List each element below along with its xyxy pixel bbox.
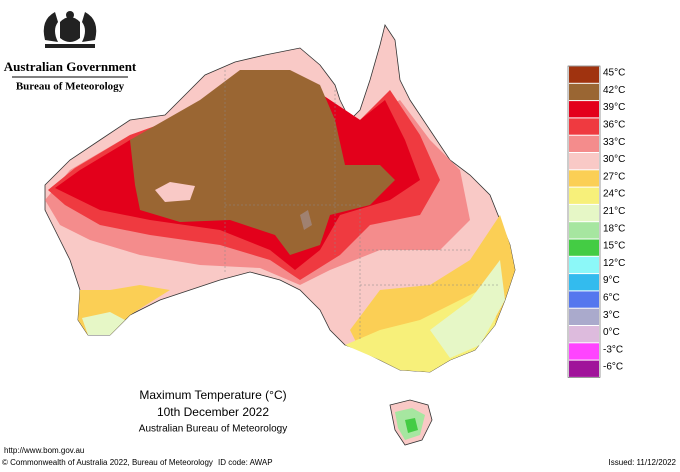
legend-label: -6°C xyxy=(603,362,623,373)
legend-swatch xyxy=(569,274,599,291)
legend-label: 6°C xyxy=(603,293,620,304)
legend-swatch xyxy=(569,83,599,101)
legend-frame xyxy=(567,65,601,378)
australia-map xyxy=(44,24,516,446)
legend-swatch xyxy=(569,343,599,360)
footer-url[interactable]: http://www.bom.gov.au xyxy=(4,446,84,455)
legend-label: 27°C xyxy=(603,171,625,182)
legend-swatch xyxy=(569,204,599,222)
legend-swatch xyxy=(569,326,599,343)
footer-id: ID code: AWAP xyxy=(218,458,273,467)
caption-source: Australian Bureau of Meteorology xyxy=(139,424,287,435)
legend-swatch xyxy=(569,360,599,377)
legend-label: 9°C xyxy=(603,275,620,286)
crest xyxy=(43,11,97,48)
footer-copyright: © Commonwealth of Australia 2022, Bureau… xyxy=(2,458,213,467)
caption-date: 10th December 2022 xyxy=(157,405,269,419)
caption-title: Maximum Temperature (°C) xyxy=(139,388,286,402)
footer-issued: Issued: 11/12/2022 xyxy=(609,458,677,467)
legend-swatch xyxy=(569,239,599,256)
legend-label: 12°C xyxy=(603,258,625,269)
legend-label: 33°C xyxy=(603,137,625,148)
legend-swatch xyxy=(569,256,599,274)
legend-label: 21°C xyxy=(603,206,625,217)
legend-swatch xyxy=(569,170,599,187)
legend-swatch xyxy=(569,222,599,239)
legend-label: 45°C xyxy=(603,68,625,79)
legend-swatch xyxy=(569,153,599,170)
gov-name: Australian Government xyxy=(4,59,137,74)
agency-name: Bureau of Meteorology xyxy=(16,81,125,93)
legend: 45°C 42°C 39°C 36°C 33°C 30°C 27°C 24°C 21°C 18°C… xyxy=(567,65,625,378)
legend-label: 39°C xyxy=(603,102,625,113)
legend-swatch xyxy=(569,135,599,152)
legend-swatch xyxy=(569,101,599,118)
legend-label: 0°C xyxy=(603,327,620,338)
legend-label: 18°C xyxy=(603,223,625,234)
legend-label: 42°C xyxy=(603,85,625,96)
legend-label: 3°C xyxy=(603,310,620,321)
legend-swatch xyxy=(569,66,599,83)
legend-label: 24°C xyxy=(603,189,625,200)
legend-swatch xyxy=(569,118,599,135)
legend-swatch xyxy=(569,291,599,308)
legend-swatch xyxy=(569,187,599,204)
legend-label: -3°C xyxy=(603,344,623,355)
legend-label: 36°C xyxy=(603,120,625,131)
legend-label: 15°C xyxy=(603,241,625,252)
legend-label: 30°C xyxy=(603,154,625,165)
legend-swatch xyxy=(569,308,599,325)
